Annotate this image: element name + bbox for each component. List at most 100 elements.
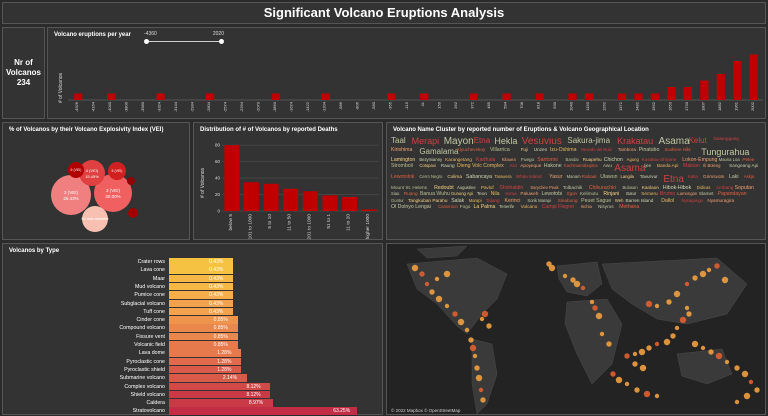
volcano-marker[interactable]	[638, 348, 646, 356]
volcano-marker[interactable]	[580, 285, 586, 291]
volcano-marker[interactable]	[464, 327, 470, 333]
type-bar[interactable]	[169, 374, 247, 382]
volcano-marker[interactable]	[686, 311, 692, 317]
cloud-word[interactable]: Cameroon	[438, 203, 458, 209]
cloud-word[interactable]: Shishaldin	[499, 185, 524, 192]
type-bar[interactable]	[169, 266, 234, 274]
cloud-word[interactable]: Taal	[391, 137, 406, 145]
cloud-word[interactable]: Chichon	[603, 157, 623, 163]
cloud-word[interactable]: Bezymianny	[419, 157, 443, 162]
cloud-word[interactable]: Sinabung	[557, 197, 578, 203]
cloud-word[interactable]: Ol Doinyo Lengai	[391, 203, 431, 210]
cloud-word[interactable]: Askja	[743, 174, 755, 180]
cloud-word[interactable]: Mayon	[443, 137, 474, 147]
type-bar[interactable]	[169, 324, 238, 332]
cloud-word[interactable]: Rabaul	[581, 174, 597, 180]
cloud-word[interactable]: Dallol	[661, 197, 675, 204]
cloud-word[interactable]: Semeru	[641, 191, 658, 197]
timeline-bar[interactable]	[74, 93, 83, 101]
deaths-bar[interactable]	[263, 183, 279, 211]
cloud-word[interactable]: Kirishima	[391, 147, 413, 153]
volcano-marker[interactable]	[734, 365, 740, 371]
cloud-word[interactable]: Didicas	[696, 185, 711, 191]
cloud-word[interactable]: Makian	[683, 163, 700, 170]
volcano-marker[interactable]	[684, 305, 690, 311]
volcano-marker[interactable]	[715, 352, 723, 360]
type-bar[interactable]	[169, 390, 271, 399]
type-bar[interactable]	[169, 274, 234, 283]
cloud-word[interactable]: Kanlaon	[641, 185, 659, 191]
cloud-word[interactable]: Agung	[626, 157, 639, 162]
volcano-marker[interactable]	[589, 299, 595, 305]
cloud-word[interactable]: Nevado del Ruiz	[580, 147, 612, 152]
volcano-marker[interactable]	[714, 263, 720, 269]
cloud-word[interactable]: Vesuvius	[521, 137, 562, 147]
deaths-bar[interactable]	[224, 145, 240, 211]
cloud-word[interactable]: Sakura-jima	[567, 137, 611, 145]
cloud-word[interactable]: Hakone	[543, 163, 562, 170]
timeline-bar[interactable]	[271, 93, 281, 101]
cloud-word[interactable]: Etna	[663, 174, 684, 186]
year-range-slider[interactable]: -4360 2020	[144, 31, 224, 45]
volcano-marker[interactable]	[468, 337, 474, 343]
bubble-vei-3[interactable]	[94, 174, 132, 212]
cloud-word[interactable]: Lamongan	[677, 191, 698, 197]
timeline-bar[interactable]	[700, 80, 709, 101]
cloud-word[interactable]: Ijen	[644, 163, 652, 169]
cloud-word[interactable]: Kerinci	[504, 197, 521, 204]
cloud-word[interactable]: Methana	[619, 203, 640, 210]
volcano-marker[interactable]	[595, 312, 603, 320]
volcano-marker[interactable]	[481, 310, 489, 318]
cloud-word[interactable]: Serua	[505, 191, 517, 197]
volcano-marker[interactable]	[457, 318, 465, 326]
deaths-bar[interactable]	[322, 195, 338, 211]
cloud-word[interactable]: Cotopaxi	[419, 163, 436, 169]
cloud-word[interactable]: White Island	[515, 174, 542, 180]
timeline-bar[interactable]	[502, 93, 511, 101]
volcano-marker[interactable]	[570, 277, 576, 283]
cloud-word[interactable]: Ili Boleng	[703, 163, 721, 169]
cloud-word[interactable]: Barren Island	[625, 197, 654, 203]
volcano-marker[interactable]	[624, 381, 630, 387]
cloud-word[interactable]: Nyiragongo	[681, 197, 703, 203]
cloud-word[interactable]: Villarrica	[489, 147, 510, 153]
timeline-bar[interactable]	[420, 93, 429, 101]
cloud-word[interactable]: Slamet	[698, 191, 714, 197]
cloud-word[interactable]: Papandayan	[717, 191, 747, 198]
cloud-word[interactable]: Ambang	[715, 185, 734, 191]
cloud-word[interactable]: Guntur	[391, 197, 404, 203]
timeline-bar[interactable]	[650, 93, 660, 101]
bubble-vei-other[interactable]	[127, 177, 135, 185]
cloud-word[interactable]: Asama	[658, 137, 690, 147]
cloud-word[interactable]: Chikurachki	[588, 185, 616, 192]
volcano-marker[interactable]	[610, 371, 616, 377]
volcano-marker[interactable]	[654, 393, 660, 399]
volcano-marker[interactable]	[624, 353, 630, 359]
timeline-bar[interactable]	[205, 93, 215, 101]
cloud-word[interactable]: Marapi	[468, 197, 482, 203]
cloud-word[interactable]: Katla	[688, 174, 698, 180]
timeline-bar[interactable]	[749, 54, 758, 101]
volcano-marker[interactable]	[692, 275, 698, 281]
cloud-word[interactable]: Cerro Negro	[419, 174, 443, 180]
volcano-marker[interactable]	[670, 333, 676, 339]
deaths-bar[interactable]	[342, 197, 358, 211]
cloud-word[interactable]: Soufriere Hills	[664, 147, 691, 152]
volcano-marker[interactable]	[592, 305, 598, 311]
cloud-word[interactable]: Lewotolok	[391, 174, 415, 181]
cloud-word[interactable]: Nyamuragira	[707, 197, 735, 203]
type-bar[interactable]	[169, 407, 358, 415]
cloud-word[interactable]: Peuet Sague	[581, 197, 612, 204]
bubble-vei-5[interactable]	[108, 162, 126, 180]
cloud-word[interactable]: Lewotobi	[541, 191, 563, 198]
cloud-word[interactable]: Laki	[729, 174, 739, 181]
cloud-word[interactable]: Tangkuban Parahu	[408, 197, 448, 203]
cloud-word[interactable]: Teon	[476, 191, 487, 197]
cloud-word[interactable]: Etna	[473, 137, 491, 145]
bubble-vei-2[interactable]	[51, 175, 91, 215]
cloud-word[interactable]: Lokon-Empung	[682, 157, 718, 163]
deaths-bar[interactable]	[361, 209, 377, 211]
cloud-word[interactable]: Yasur	[549, 174, 563, 181]
type-bar[interactable]	[169, 291, 234, 299]
volcano-marker[interactable]	[452, 311, 458, 317]
